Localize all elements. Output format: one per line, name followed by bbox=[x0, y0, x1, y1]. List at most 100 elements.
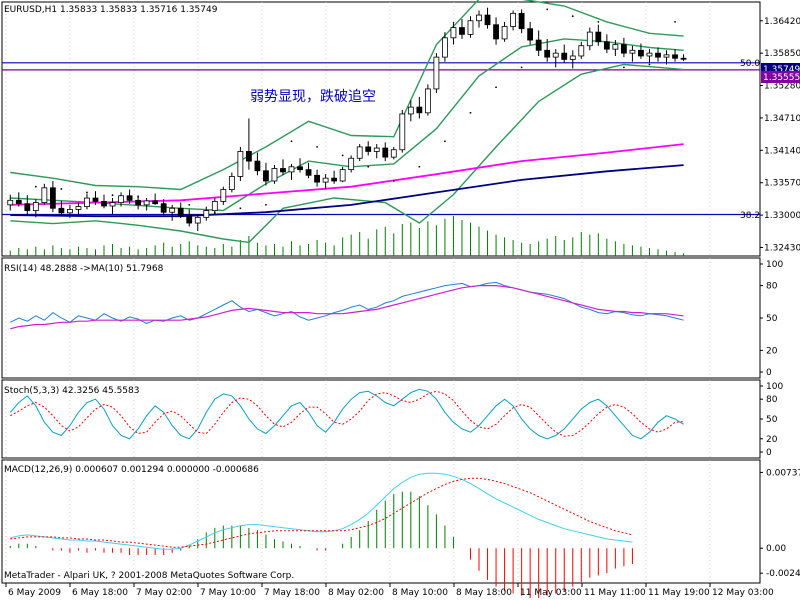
candle-bull bbox=[399, 113, 406, 151]
time-axis: 6 May 2009 6 May 18:00 7 May 02:00 7 May 10… bbox=[5, 583, 774, 598]
candle-bear bbox=[544, 49, 551, 58]
sar-dot bbox=[60, 188, 63, 190]
stoch-k-line bbox=[9, 388, 684, 440]
candle-bull bbox=[237, 151, 244, 177]
candle-bull bbox=[433, 56, 440, 90]
candle-bull bbox=[220, 189, 227, 202]
candle-bull bbox=[450, 27, 457, 39]
stochastic-label: Stoch(5,3,3) 42.3256 45.5583 bbox=[4, 386, 139, 396]
time-tick-label: 8 May 02:00 bbox=[328, 588, 384, 598]
candle-bear bbox=[603, 41, 610, 50]
moving-average-navy bbox=[10, 164, 684, 218]
symbol-label: EURUSD,H1 1.35833 1.35833 1.35716 1.3574… bbox=[4, 5, 218, 15]
panel-frame-macd bbox=[1, 459, 761, 584]
candle-bull bbox=[67, 209, 73, 214]
candle-bull bbox=[288, 166, 295, 173]
sar-dot bbox=[265, 203, 267, 206]
candle-bear bbox=[49, 187, 56, 209]
candle-bear bbox=[160, 203, 167, 213]
candle-bear bbox=[245, 151, 252, 162]
candle-bull bbox=[646, 52, 653, 57]
candle-bear bbox=[595, 31, 602, 43]
macd-lines bbox=[10, 472, 633, 550]
candle-bear bbox=[186, 214, 193, 224]
candle-bear bbox=[58, 207, 65, 214]
candle-bull bbox=[339, 169, 346, 182]
sar-dot bbox=[418, 165, 421, 168]
candle-bull bbox=[356, 146, 363, 159]
price-tick-label: 1.34140 bbox=[764, 146, 800, 156]
candle-bull bbox=[109, 202, 116, 207]
candle-bull bbox=[578, 45, 585, 57]
copyright-text: MetaTrader - Alpari UK, ? 2001-2008 Meta… bbox=[4, 571, 294, 581]
time-tick-label: 6 May 2009 bbox=[8, 588, 61, 598]
candle-bear bbox=[92, 197, 99, 202]
time-tick-label: 7 May 10:00 bbox=[200, 588, 256, 598]
time-tick-label: 11 May 03:00 bbox=[520, 588, 582, 598]
candle-bear bbox=[672, 54, 678, 59]
rsi-lines bbox=[10, 281, 684, 330]
sar-dot bbox=[290, 140, 293, 143]
price-grid bbox=[5, 2, 711, 583]
candle-bear bbox=[459, 27, 465, 35]
candle-bull bbox=[169, 207, 176, 213]
macd-signal-line bbox=[10, 477, 633, 548]
candle-bear bbox=[177, 207, 184, 216]
candle-bull bbox=[442, 37, 448, 58]
stochastic-panel[interactable]: Stoch(5,3,3) 42.3256 45.5583 100 80 50 20 0 bbox=[4, 382, 783, 458]
candle-bear bbox=[484, 14, 491, 26]
time-tick-label: 11 May 11:00 bbox=[584, 588, 646, 598]
candle-bull bbox=[612, 44, 619, 50]
candle-bull bbox=[552, 52, 559, 58]
candle-bull bbox=[373, 147, 380, 152]
macd-tick-label: 0.007374 bbox=[766, 468, 800, 478]
candle-bear bbox=[416, 106, 423, 114]
time-tick-label: 7 May 18:00 bbox=[264, 588, 320, 598]
rsi-label: RSI(14) 48.2888 ->MA(10) 51.7968 bbox=[4, 264, 164, 274]
sar-dot bbox=[188, 203, 191, 206]
macd-label: MACD(12,26,9) 0.000607 0.001294 0.000000… bbox=[4, 465, 259, 475]
candle-bull bbox=[663, 54, 670, 58]
candle-bull bbox=[211, 201, 218, 211]
candle-bear bbox=[314, 174, 320, 183]
candle-bull bbox=[424, 88, 431, 114]
volume-bars bbox=[9, 216, 685, 256]
candle-bull bbox=[629, 49, 636, 54]
candle-bear bbox=[101, 201, 107, 207]
rsi-tick-label: 50 bbox=[766, 314, 778, 324]
candle-bull bbox=[203, 210, 210, 218]
svg-text:1.35749: 1.35749 bbox=[763, 65, 800, 75]
candle-bear bbox=[24, 203, 31, 211]
sar-dot bbox=[444, 140, 446, 143]
rsi-ma-line bbox=[10, 285, 684, 330]
horizontal-lines bbox=[2, 62, 760, 216]
candle-bull bbox=[228, 176, 235, 190]
candle-bear bbox=[280, 168, 286, 173]
stoch-tick-label: 20 bbox=[766, 435, 778, 445]
rsi-tick-label: 20 bbox=[766, 346, 778, 356]
time-tick-label: 11 May 19:00 bbox=[648, 588, 710, 598]
macd-panel[interactable]: MACD(12,26,9) 0.000607 0.001294 0.000000… bbox=[4, 465, 800, 598]
candle-bear bbox=[331, 177, 338, 182]
candle-bear bbox=[135, 199, 142, 206]
stoch-tick-label: 80 bbox=[766, 395, 778, 405]
price-tick-label: 1.34710 bbox=[764, 114, 800, 124]
rsi-panel[interactable]: RSI(14) 48.2888 ->MA(10) 51.7968 100 80 50… bbox=[4, 260, 783, 378]
panel-frame-main bbox=[1, 1, 761, 257]
sar-dot bbox=[392, 180, 395, 182]
candle-bear bbox=[297, 166, 303, 171]
rsi-tick-label: 100 bbox=[766, 260, 783, 270]
time-tick-label: 6 May 18:00 bbox=[72, 588, 128, 598]
candle-bear bbox=[493, 24, 499, 40]
svg-text:1.35555: 1.35555 bbox=[763, 73, 800, 83]
price-panel[interactable]: EURUSD,H1 1.35833 1.35833 1.35716 1.3574… bbox=[2, 0, 800, 583]
sar-dot bbox=[597, 20, 600, 23]
candle-bull bbox=[501, 26, 508, 40]
candle-bull bbox=[348, 157, 355, 171]
sar-dot bbox=[546, 8, 549, 11]
stoch-tick-label: 0 bbox=[766, 448, 772, 458]
price-tick-label: 1.36420 bbox=[764, 17, 800, 27]
price-axis: 1.36420 1.35850 1.35280 1.34710 1.34140 1.335… bbox=[760, 17, 800, 253]
